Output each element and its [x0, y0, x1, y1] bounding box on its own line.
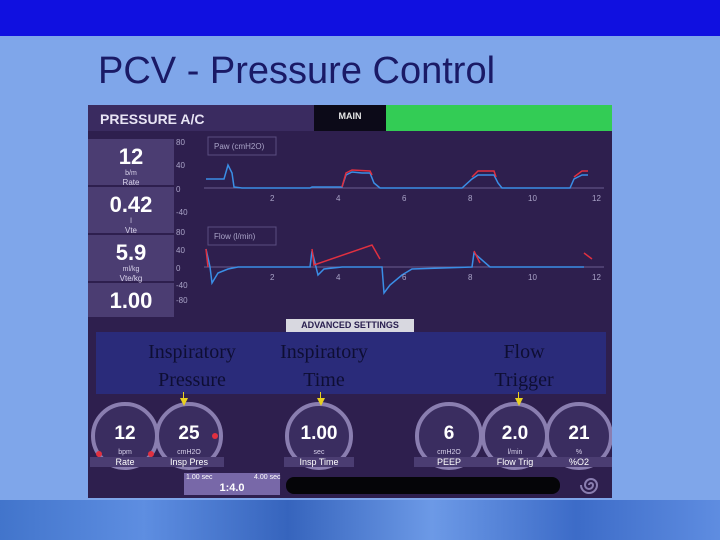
pressure-label-box — [207, 136, 277, 156]
arrow-insp-time-icon — [317, 398, 325, 406]
flow-label-box — [207, 226, 277, 246]
param-rate-unit: b/m — [125, 170, 137, 177]
advanced-settings-label[interactable]: ADVANCED SETTINGS — [286, 319, 414, 332]
param-vte-unit: l — [130, 218, 132, 225]
flow-xtick-2: 2 — [270, 273, 275, 282]
knob-o2-label: %O2 — [544, 457, 612, 467]
pressure-xtick-2: 2 — [270, 194, 275, 203]
arrow-insp-pressure-stem — [183, 392, 184, 400]
param-rate-value: 12 — [118, 144, 144, 169]
knob-peep-label: PEEP — [414, 457, 484, 467]
flow-tick-40: 40 — [176, 246, 185, 255]
flow-tick-80: 80 — [176, 228, 185, 237]
pressure-xtick-4: 4 — [336, 194, 341, 203]
knob-insp-time-unit: sec — [313, 449, 325, 456]
pressure-xtick-10: 10 — [528, 194, 537, 203]
param-vte-kg: 5.9 ml/kg Vte/kg — [88, 235, 174, 283]
message-bar — [286, 477, 560, 494]
knob-rate-unit: bpm — [118, 449, 132, 456]
knob-insp-time-label: Insp Time — [284, 457, 354, 467]
annotation-insp-pressure-line2: Pressure — [158, 369, 226, 391]
knob-insp-time[interactable]: 1.00 sec Insp Time — [284, 401, 354, 471]
pressure-xtick-12: 12 — [592, 194, 601, 203]
param-vte-kg-value: 5.9 — [115, 240, 147, 265]
knob-o2-value: 21 — [568, 423, 590, 444]
tab-main[interactable]: MAIN — [314, 105, 386, 131]
knob-insp-pres-unit: cmH2O — [177, 449, 201, 456]
flow-tick-neg40: -40 — [176, 281, 188, 290]
ventilator-screen: PRESSURE A/C MAIN 12 b/m Rate 0.42 l Vte… — [88, 105, 612, 498]
flow-graph-label: Flow (l/min) — [214, 232, 256, 241]
param-rate: 12 b/m Rate — [88, 139, 174, 187]
annotation-insp-time-line1: Inspiratory — [280, 341, 368, 363]
param-vte-label: Vte — [124, 226, 137, 235]
flow-xtick-4: 4 — [336, 273, 341, 282]
knob-rate[interactable]: 12 bpm Rate — [90, 401, 160, 471]
pressure-xtick-6: 6 — [402, 194, 407, 203]
arrow-flow-trigger-stem — [518, 392, 519, 400]
flow-xtick-12: 12 — [592, 273, 601, 282]
knob-peep-unit: cmH2O — [437, 449, 461, 456]
pressure-trace-blue — [206, 162, 588, 189]
annotation-insp-time: Inspiratory Time — [266, 338, 382, 394]
knob-peep-value: 6 — [443, 423, 455, 444]
spiral-logo-icon — [580, 478, 599, 494]
flow-tick-0: 0 — [176, 264, 181, 273]
pressure-xtick-8: 8 — [468, 194, 473, 203]
pressure-tick-0: 0 — [176, 185, 181, 194]
arrow-insp-time-stem — [320, 392, 321, 400]
waveform-graphs: Paw (cmH2O) 80 40 0 -40 2 4 6 8 10 12 Fl… — [176, 136, 604, 305]
annotation-insp-time-line2: Time — [303, 369, 345, 391]
pressure-tick-80: 80 — [176, 138, 185, 147]
status-bar — [386, 105, 612, 131]
pressure-tick-40: 40 — [176, 161, 185, 170]
annotation-overlay — [96, 332, 606, 394]
param-vte: 0.42 l Vte — [88, 187, 174, 235]
param-vte-kg-label: Vte/kg — [119, 274, 143, 283]
top-header-bar — [0, 0, 720, 36]
knob-flow-trig-unit: l/min — [507, 449, 523, 456]
pressure-trace-red — [341, 169, 588, 188]
knob-o2-dial — [545, 402, 612, 470]
ie-ratio: 1:4.0 — [184, 473, 280, 495]
knob-rate-label: Rate — [90, 457, 160, 467]
knob-o2-unit: % — [575, 449, 583, 456]
pressure-tick-neg40: -40 — [176, 208, 188, 217]
knob-insp-pres-dial — [155, 402, 223, 470]
flow-xtick-6: 6 — [402, 273, 407, 282]
knob-insp-pres[interactable]: 25 cmH2O Insp Pres — [154, 401, 224, 471]
knob-insp-pres-label: Insp Pres — [154, 457, 224, 467]
annotation-insp-pressure: Inspiratory Pressure — [136, 338, 248, 394]
annotation-flow-trigger-line2: Trigger — [494, 369, 554, 391]
flow-xtick-8: 8 — [468, 273, 473, 282]
arrow-insp-pressure-icon — [180, 398, 188, 406]
mode-label: PRESSURE A/C — [100, 111, 205, 127]
annotation-insp-pressure-line1: Inspiratory — [148, 341, 236, 363]
pressure-graph-label: Paw (cmH2O) — [214, 142, 265, 151]
knob-insp-time-value: 1.00 — [300, 423, 338, 444]
flow-trace-blue — [205, 248, 584, 296]
knob-flow-trig[interactable]: 2.0 l/min Flow Trig — [480, 401, 550, 471]
param-ratio-value: 1.00 — [88, 283, 174, 317]
flow-xtick-10: 10 — [528, 273, 537, 282]
slide-title: PCV - Pressure Control — [98, 50, 496, 92]
annotation-flow-trigger-line1: Flow — [503, 341, 545, 363]
knob-peep[interactable]: 6 cmH2O PEEP — [414, 401, 484, 471]
knob-rate-value: 12 — [114, 423, 136, 444]
ie-ratio-low: 1.00 sec — [186, 474, 213, 481]
annotation-flow-trigger: Flow Trigger — [476, 338, 572, 394]
ie-ratio-high: 4.00 sec — [254, 474, 281, 481]
flow-trace-red — [205, 244, 593, 268]
bottom-decor-strip — [0, 500, 720, 540]
knob-o2[interactable]: 21 % %O2 — [544, 401, 612, 471]
param-4-value: 1.00 — [109, 288, 153, 313]
param-rate-label: Rate — [122, 178, 140, 187]
arrow-flow-trigger-icon — [515, 398, 523, 406]
knob-flow-trig-value: 2.0 — [501, 423, 529, 444]
knob-flow-trig-label: Flow Trig — [480, 457, 550, 467]
flow-tick-neg80: -80 — [176, 296, 188, 305]
param-vte-value: 0.42 — [109, 192, 153, 217]
knob-insp-pres-value: 25 — [178, 423, 200, 444]
param-vte-kg-unit: ml/kg — [122, 266, 140, 273]
